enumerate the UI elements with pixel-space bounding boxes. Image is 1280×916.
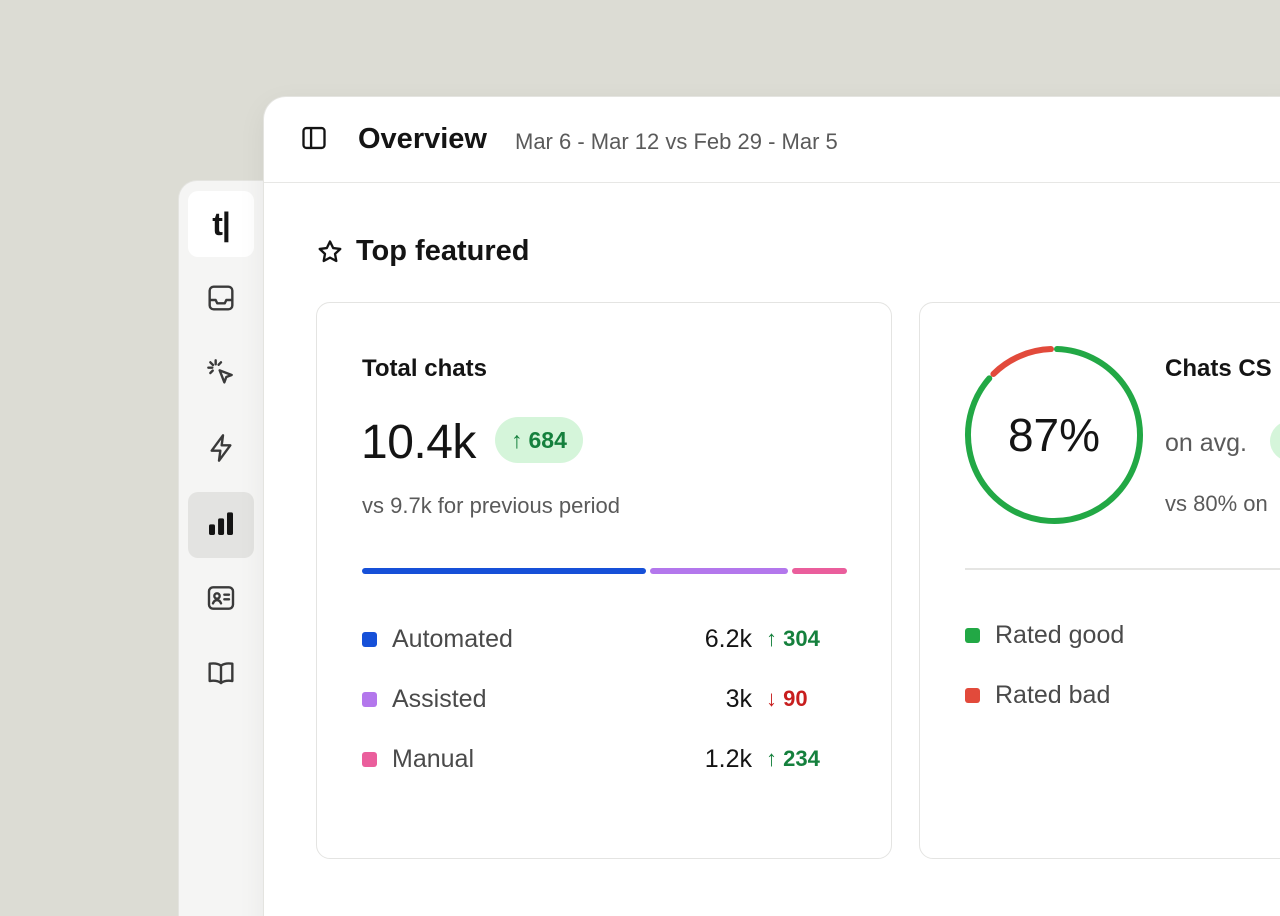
- donut-segment-rated-bad: [990, 346, 1054, 377]
- csat-donut-chart: [965, 346, 1143, 524]
- legend-swatch: [965, 687, 980, 703]
- legend-label: Manual: [392, 744, 474, 773]
- bar-chart-icon: [205, 507, 237, 544]
- legend-delta: ↑ 234: [766, 746, 820, 771]
- legend-row-assisted[interactable]: Assisted 3k ↓ 90: [362, 679, 832, 719]
- legend-label: Assisted: [392, 684, 487, 713]
- total-chats-card[interactable]: Total chats 10.4k ↑ 684 vs 9.7k for prev…: [316, 302, 892, 859]
- divider: [965, 568, 1280, 570]
- legend-delta: ↓ 90: [766, 686, 808, 711]
- card-title: Total chats: [362, 355, 487, 382]
- sidebar: t|: [179, 181, 279, 916]
- legend-swatch: [965, 627, 980, 643]
- card-title: Chats CS: [1165, 355, 1272, 382]
- previous-period-text: vs 80% on: [1165, 491, 1268, 516]
- sidebar-item-analytics[interactable]: [188, 492, 254, 558]
- sidebar-item-automation[interactable]: [188, 342, 254, 408]
- section-title: Top featured: [356, 235, 530, 267]
- page-header: Overview Mar 6 - Mar 12 vs Feb 29 - Mar …: [264, 97, 1280, 183]
- book-icon: [205, 657, 237, 694]
- total-chats-value: 10.4k: [361, 416, 476, 469]
- breakdown-segment-assisted: [650, 568, 788, 574]
- legend-value: 1.2k: [704, 744, 752, 773]
- date-range[interactable]: Mar 6 - Mar 12 vs Feb 29 - Mar 5: [515, 129, 838, 154]
- legend-label: Rated good: [995, 620, 1125, 649]
- total-chats-delta-badge: ↑ 684: [495, 417, 583, 463]
- legend-value: 6.2k: [704, 624, 752, 653]
- breakdown-segment-automated: [362, 568, 647, 574]
- chats-csat-card[interactable]: 87% Chats CS on avg. vs 80% on Rated goo…: [919, 302, 1280, 859]
- sidebar-item-knowledge[interactable]: [188, 642, 254, 708]
- breakdown-segment-manual: [791, 568, 847, 574]
- lightning-icon: [205, 432, 237, 469]
- sidebar-item-actions[interactable]: [188, 417, 254, 483]
- legend-row-manual[interactable]: Manual 1.2k ↑ 234: [362, 739, 832, 779]
- csat-average-label: on avg.: [1165, 429, 1248, 457]
- delta-value: 684: [528, 426, 567, 453]
- main-window: Overview Mar 6 - Mar 12 vs Feb 29 - Mar …: [264, 97, 1280, 916]
- donut-segment-rated-good: [965, 346, 1143, 524]
- legend-label: Rated bad: [995, 680, 1111, 709]
- csat-percent: 87%: [1007, 409, 1101, 461]
- legend-delta: ↑ 304: [766, 626, 820, 651]
- inbox-icon: [205, 282, 237, 319]
- page-title: Overview: [358, 123, 487, 155]
- legend-swatch: [362, 751, 377, 767]
- legend-row-rated-bad[interactable]: Rated bad: [965, 675, 1110, 715]
- previous-period-text: vs 9.7k for previous period: [362, 493, 621, 518]
- csat-delta-badge: [1270, 421, 1280, 461]
- star-icon: [316, 238, 344, 266]
- legend-swatch: [362, 691, 377, 707]
- section-header: Top featured: [316, 235, 529, 268]
- legend-row-automated[interactable]: Automated 6.2k ↑ 304: [362, 619, 832, 659]
- legend-label: Automated: [392, 624, 513, 653]
- app-logo[interactable]: t|: [188, 191, 254, 257]
- legend-value: 3k: [725, 684, 752, 713]
- sidebar-item-inbox[interactable]: [188, 267, 254, 333]
- cursor-click-icon: [205, 357, 237, 394]
- legend-row-rated-good[interactable]: Rated good: [965, 615, 1124, 655]
- sidebar-toggle-icon[interactable]: [300, 124, 328, 152]
- arrow-up-icon: ↑: [511, 426, 523, 453]
- legend-swatch: [362, 631, 377, 647]
- chats-breakdown-bar: [362, 568, 847, 574]
- sidebar-item-contacts[interactable]: [188, 567, 254, 633]
- contact-card-icon: [205, 582, 237, 619]
